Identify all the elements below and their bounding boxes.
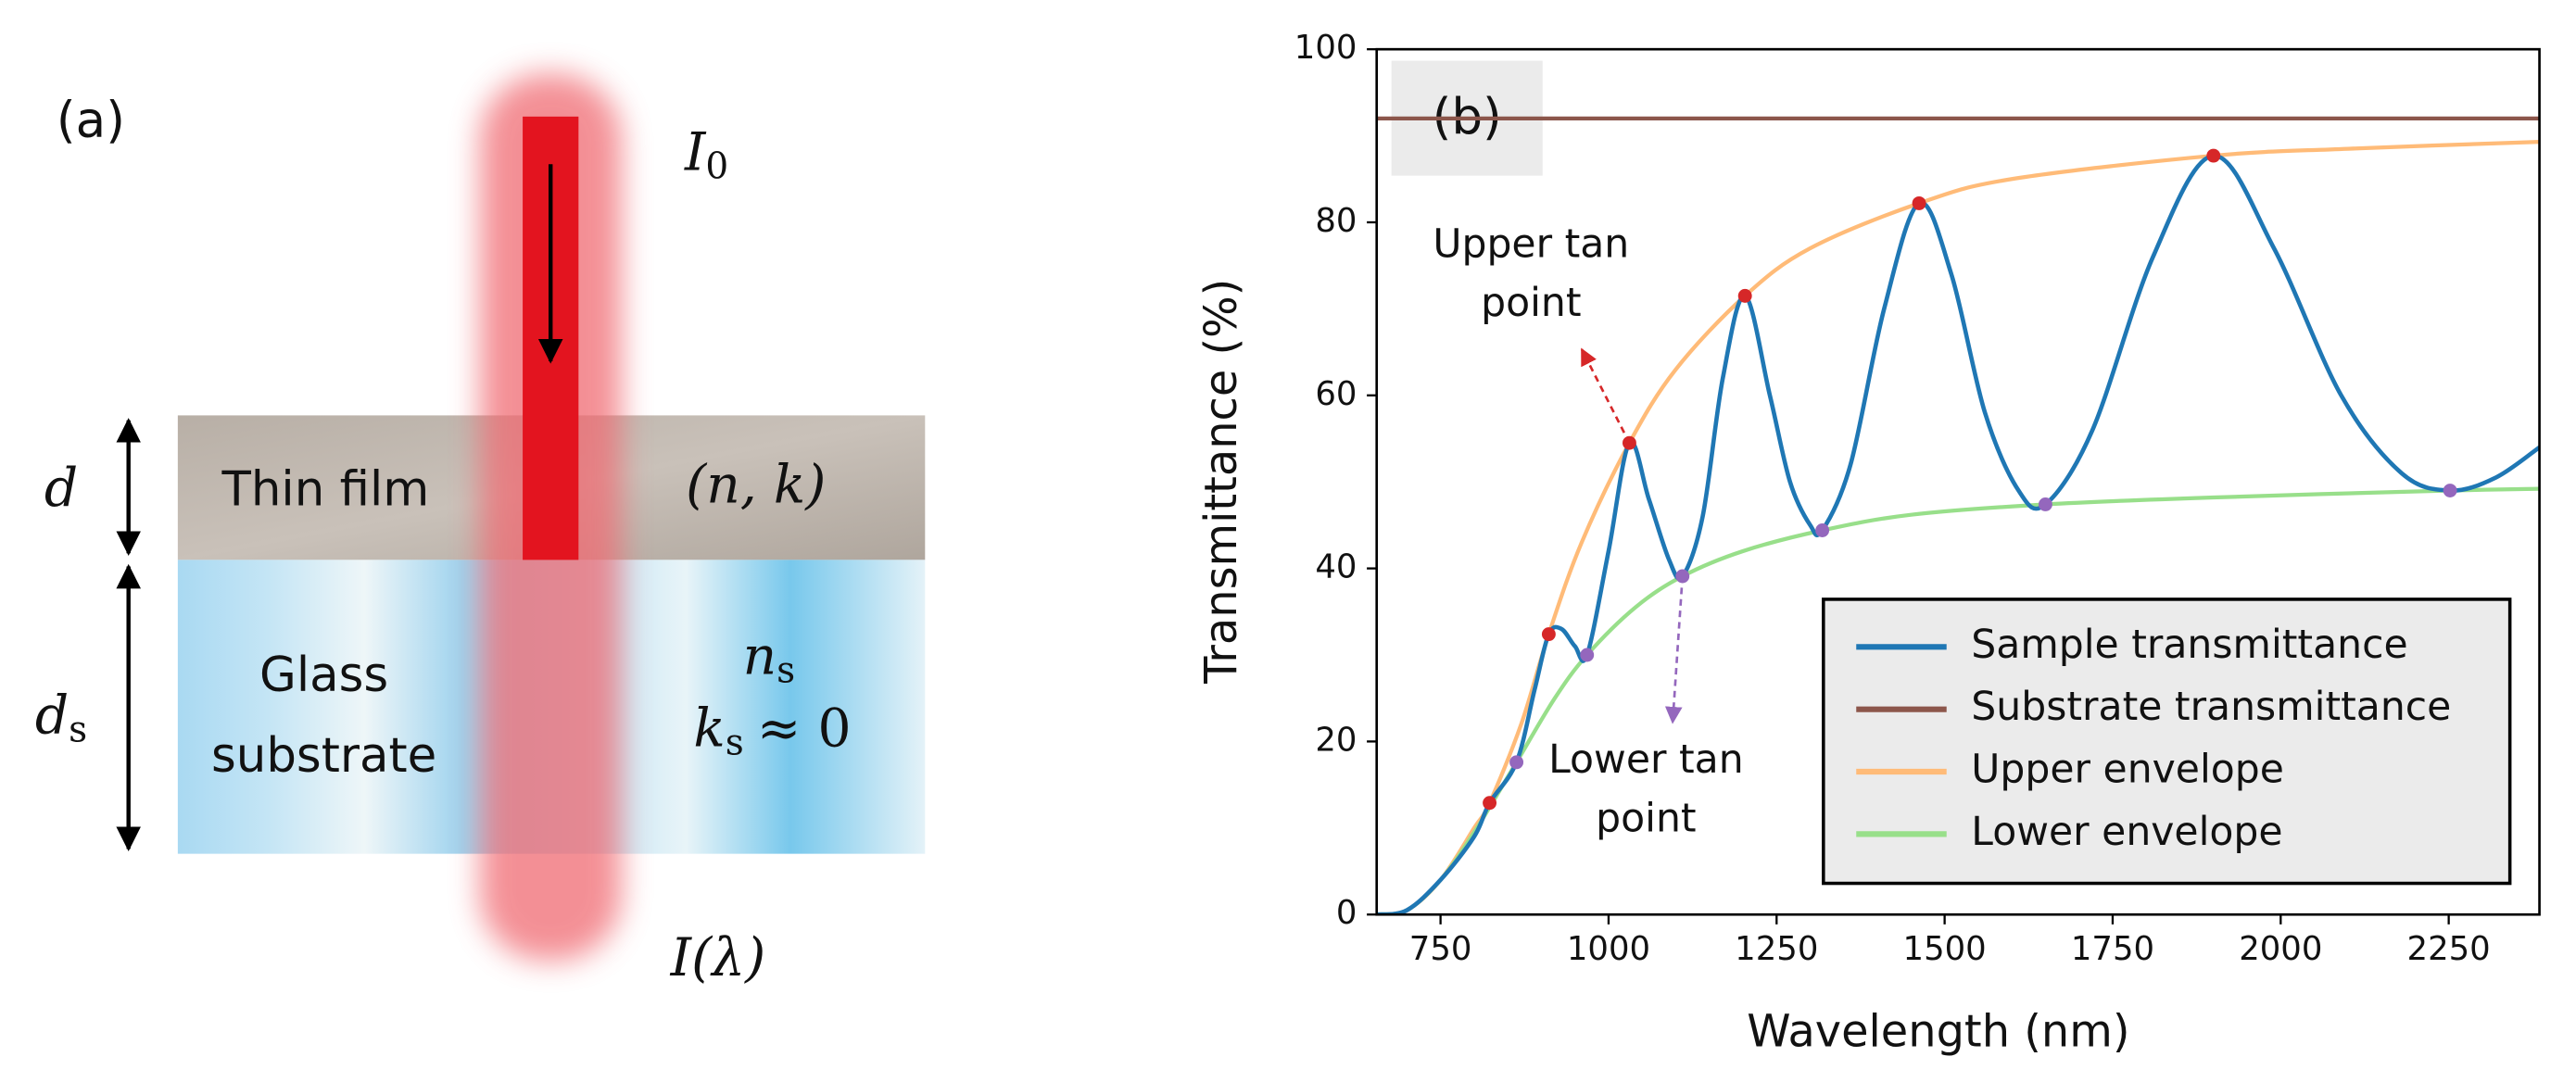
tan-point	[1483, 796, 1497, 811]
tan-point	[2206, 148, 2221, 163]
tan-point	[1675, 569, 1690, 584]
substrate-n: ns	[743, 625, 796, 692]
film-thickness: d	[44, 458, 78, 519]
tan-point	[2443, 484, 2457, 497]
film-label: Thin film	[221, 462, 429, 518]
incident-intensity: I0	[684, 121, 728, 188]
substrate-label: Glass	[259, 648, 388, 703]
x-tick-label: 2000	[2239, 930, 2322, 968]
x-tick-label: 1500	[1903, 930, 1987, 968]
y-tick-label: 0	[1336, 894, 1357, 932]
annotation: Upper tan	[1433, 221, 1629, 267]
y-tick-label: 40	[1315, 548, 1357, 586]
x-tick-label: 1750	[2071, 930, 2154, 968]
axes-frame	[1375, 47, 2541, 916]
series-line	[1376, 486, 2540, 915]
panel-a: (a) I0 d ds Thin film (n, k) Glass subst…	[35, 73, 926, 988]
annotation-arrow	[1580, 347, 1631, 444]
y-tick-label: 20	[1315, 721, 1357, 759]
x-axis-label: Wavelength (nm)	[1747, 1007, 2129, 1058]
legend-label: Upper envelope	[1971, 748, 2284, 793]
y-tick-label: 60	[1315, 375, 1357, 413]
tan-point	[2038, 497, 2052, 511]
tan-point	[1912, 195, 1926, 210]
tan-point	[1541, 627, 1556, 642]
plot-area	[1376, 116, 2540, 915]
annotation: point	[1481, 281, 1581, 326]
annotation: point	[1596, 797, 1696, 842]
x-tick-label: 750	[1409, 930, 1472, 968]
annotation-arrow	[1664, 575, 1685, 724]
y-axis-label: Transmittance (%)	[1196, 279, 1247, 685]
y-tick-label: 100	[1294, 29, 1357, 67]
tan-point	[1509, 755, 1524, 770]
tan-point	[1580, 648, 1595, 662]
tan-point	[1815, 523, 1830, 537]
panel-b: (b) Wavelength (nm) Transmittance (%) 75…	[1196, 29, 2541, 1058]
transmitted-intensity: I(λ)	[670, 927, 766, 988]
annotation: Lower tan	[1548, 737, 1744, 783]
x-tick-label: 1250	[1735, 930, 1818, 968]
legend-label: Sample transmittance	[1971, 623, 2407, 668]
y-tick-label: 80	[1315, 202, 1357, 240]
panel-label: (a)	[57, 92, 125, 149]
substrate-thickness: ds	[35, 685, 87, 751]
substrate-k: ks ≈ 0	[693, 698, 851, 764]
x-tick-label: 1000	[1567, 930, 1650, 968]
legend-label: Substrate transmittance	[1971, 685, 2451, 730]
legend-label: Lower envelope	[1971, 810, 2282, 855]
x-tick-label: 2250	[2407, 930, 2491, 968]
film-constants: (n, k)	[686, 455, 826, 516]
tan-point	[1737, 288, 1752, 303]
substrate-label: substrate	[211, 728, 436, 784]
